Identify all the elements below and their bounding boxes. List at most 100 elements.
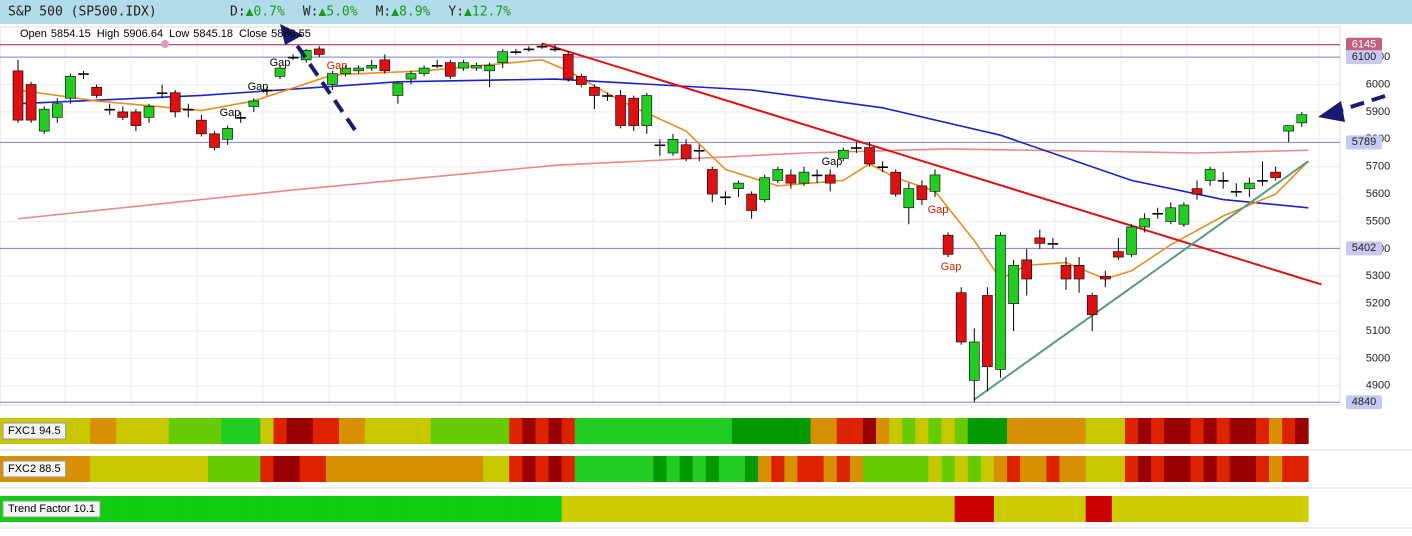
indicator-label: FXC1 94.5 (8, 425, 61, 437)
arrows (161, 24, 1386, 132)
heat-cell (299, 496, 314, 522)
candle-body (1178, 204, 1190, 225)
candle-body (1113, 251, 1124, 258)
candle-body (78, 73, 89, 75)
candle-body (549, 48, 561, 51)
heat-cell (731, 418, 746, 444)
heat-cell (1216, 418, 1231, 444)
ohlc-label: Low (169, 28, 189, 40)
heat-cell (679, 496, 693, 522)
y-tick-label: 5100 (1366, 325, 1390, 337)
heat-cell (889, 496, 903, 522)
heat-cell (535, 456, 549, 482)
heat-cell (1020, 456, 1034, 482)
candle-body (209, 133, 220, 148)
heat-cell (954, 418, 969, 444)
heat-cell (1255, 418, 1270, 444)
heat-cell (784, 456, 798, 482)
heat-cell (430, 496, 445, 522)
heat-cell (1255, 496, 1270, 522)
heat-cell (312, 418, 327, 444)
candle-body (602, 95, 613, 97)
heat-cell (221, 418, 235, 444)
heat-cell (325, 456, 340, 482)
heat-cell (784, 496, 798, 522)
plot-area (0, 26, 1341, 406)
candle-body (641, 95, 653, 126)
heat-cell (1269, 496, 1283, 522)
ohlc-label: High (97, 28, 120, 40)
heat-cell (1072, 496, 1086, 522)
heat-cell (1295, 418, 1309, 444)
heat-cell (391, 418, 405, 444)
candle-body (300, 49, 312, 61)
y-tick-label: 5300 (1366, 270, 1390, 282)
heat-cell (1282, 418, 1296, 444)
heat-cell (902, 418, 916, 444)
level-label-box (1346, 135, 1382, 150)
heat-cell (247, 456, 261, 482)
heat-cell (862, 496, 877, 522)
heat-cell (365, 418, 379, 444)
heat-cell (103, 456, 117, 482)
header-bar (0, 0, 1412, 24)
heat-cell (627, 456, 641, 482)
heat-cell (129, 496, 143, 522)
indicator-label-box (2, 460, 67, 478)
heat-cell (679, 456, 693, 482)
heat-cell (810, 496, 824, 522)
heat-cell (967, 456, 982, 482)
candle-body (654, 144, 666, 147)
heat-cell (1007, 456, 1021, 482)
heat-cell (679, 418, 693, 444)
heat-cell (849, 456, 864, 482)
heat-cell (116, 496, 130, 522)
heat-cell (456, 418, 471, 444)
heat-cell (273, 456, 287, 482)
candle-body (392, 82, 404, 96)
heat-cell (797, 418, 811, 444)
candle-body (1086, 295, 1098, 315)
heat-cell (993, 418, 1008, 444)
vertical-grid (64, 27, 1320, 405)
heat-cell (483, 456, 497, 482)
marker-dot (161, 40, 169, 48)
heat-cell (155, 496, 169, 522)
candle-body (667, 139, 679, 154)
heat-cell (614, 496, 628, 522)
heat-cell (548, 418, 562, 444)
heat-cell (1203, 456, 1217, 482)
heat-cell (443, 456, 458, 482)
heat-cell (561, 496, 576, 522)
heat-cell (1033, 418, 1047, 444)
heat-cell (286, 496, 300, 522)
heat-cell (836, 418, 851, 444)
heat-cell (378, 496, 392, 522)
candle-body (811, 174, 823, 177)
heat-cell (247, 496, 261, 522)
heat-cell (705, 496, 720, 522)
heat-cell (862, 456, 877, 482)
heat-cell (862, 418, 877, 444)
heat-cell (129, 456, 143, 482)
heat-cell (1098, 496, 1113, 522)
ohlc-value: 5906.64 (123, 28, 163, 40)
candle-body (130, 111, 142, 126)
heat-cell (876, 456, 890, 482)
heat-cell (417, 496, 431, 522)
heat-cell (299, 418, 314, 444)
heat-cell (810, 418, 824, 444)
candle-body (628, 97, 640, 126)
heat-cell (993, 456, 1008, 482)
heat-cell (207, 496, 222, 522)
heat-cell (312, 496, 327, 522)
heat-cell (325, 418, 340, 444)
indicator-label-box (2, 500, 101, 518)
heat-cell (142, 456, 156, 482)
heat-cell (600, 456, 615, 482)
heat-cell (352, 418, 366, 444)
heat-cell (1190, 456, 1204, 482)
heat-cell (168, 418, 183, 444)
heat-cell (941, 456, 955, 482)
